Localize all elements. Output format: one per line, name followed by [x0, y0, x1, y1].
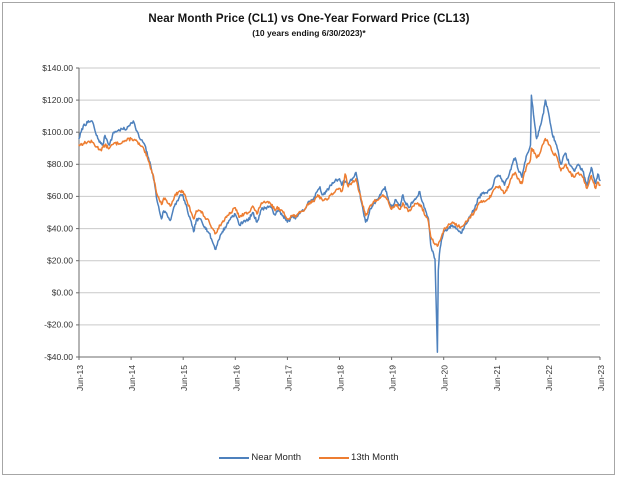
y-tick-label: $80.00 [47, 159, 73, 169]
y-tick-label: $20.00 [47, 256, 73, 266]
y-tick-label: $100.00 [42, 127, 73, 137]
chart-title: Near Month Price (CL1) vs One-Year Forwa… [148, 13, 470, 25]
legend-label-near-month: Near Month [251, 452, 302, 463]
legend-label-13th-month: 13th Month [351, 452, 399, 463]
legend-item-13th-month: 13th Month [319, 452, 399, 463]
x-tick-label: Jun-16 [231, 365, 241, 391]
y-tick-label: -$40.00 [44, 352, 73, 362]
x-tick-label: Jun-17 [283, 365, 293, 391]
x-tick-label: Jun-14 [127, 365, 137, 391]
chart-subtitle: (10 years ending 6/30/2023)* [252, 28, 366, 38]
near-month-line-swatch [219, 456, 250, 459]
y-tick-label: $140.00 [42, 63, 73, 73]
y-tick-label: $40.00 [47, 223, 73, 233]
chart-legend: Near Month 13th Month [0, 452, 618, 463]
x-tick-label: Jun-20 [440, 365, 450, 391]
13th-month-line-swatch [319, 456, 350, 459]
y-tick-label: $60.00 [47, 191, 73, 201]
x-tick-label: Jun-19 [388, 365, 398, 391]
x-tick-label: Jun-21 [492, 365, 502, 391]
legend-item-near-month: Near Month [219, 452, 301, 463]
near-month-series-line [78, 94, 601, 353]
y-tick-label: $0.00 [52, 288, 74, 298]
x-tick-label: Jun-23 [596, 365, 606, 391]
x-tick-label: Jun-13 [75, 365, 85, 391]
x-tick-label: Jun-15 [179, 365, 189, 391]
x-tick-label: Jun-22 [544, 365, 554, 391]
y-tick-label: $120.00 [42, 95, 73, 105]
13th-month-series-line [78, 136, 601, 247]
y-tick-label: -$20.00 [44, 320, 73, 330]
x-tick-label: Jun-18 [336, 365, 346, 391]
